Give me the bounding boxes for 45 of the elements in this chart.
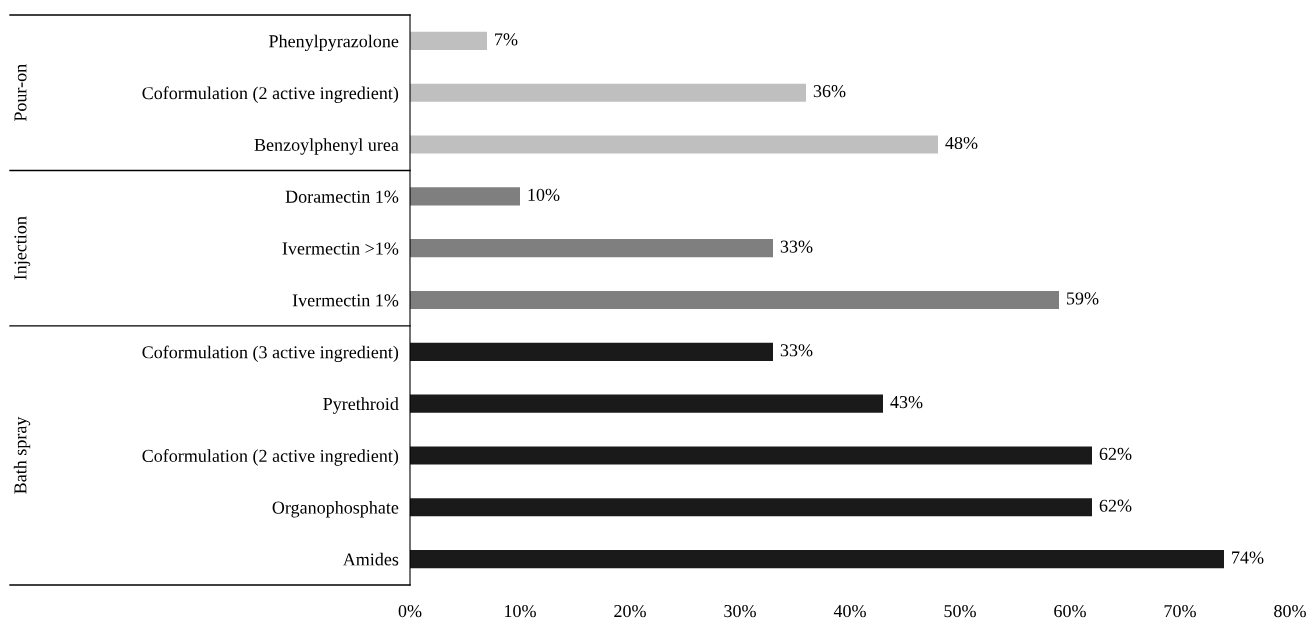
data-label: 33% [780, 344, 813, 357]
x-tick-label: 60% [1054, 604, 1086, 618]
data-label: 43% [890, 395, 923, 409]
bar [410, 550, 1224, 569]
bar [410, 31, 487, 50]
data-label: 59% [1066, 292, 1099, 305]
data-label: 10% [528, 188, 560, 201]
x-tick-label: 10% [505, 604, 536, 618]
data-label: 62% [1099, 499, 1132, 512]
data-label: 48% [945, 136, 978, 150]
x-tick-label: 80% [1274, 604, 1306, 618]
bar [410, 135, 938, 154]
y-tick-label: Ivermectin >1% [282, 242, 399, 255]
x-tick-label: 40% [833, 604, 866, 618]
text: Injection [14, 216, 31, 280]
x-tick-label: 30% [724, 604, 756, 618]
y-tick-label: Benzoylphenyl urea [254, 138, 399, 155]
data-label: 62% [1099, 447, 1132, 461]
bar [410, 498, 1092, 517]
text: Bath spray [13, 416, 31, 494]
y-tick-label: Doramectin 1% [285, 190, 399, 203]
bar [410, 239, 773, 258]
bar [410, 342, 773, 361]
data-label: 36% [813, 85, 846, 98]
data-label: 33% [780, 240, 813, 253]
data-label: 7% [495, 33, 518, 46]
x-tick-label: 0% [398, 604, 422, 618]
bar [410, 187, 520, 206]
y-tick-label: Pyrethroid [323, 397, 399, 414]
y-tick-label: Ivermectin 1% [292, 294, 399, 307]
y-tick-label: Coformulation (2 active ingredient) [142, 449, 399, 466]
y-tick-label: Amides [342, 552, 399, 566]
y-tick-label: Organophosphate [272, 501, 399, 518]
x-tick-label: 20% [614, 604, 646, 618]
bar [410, 446, 1092, 465]
y-tick-label: Coformulation (2 active ingredient) [142, 86, 399, 103]
data-label: 74% [1232, 551, 1264, 564]
bar [410, 394, 883, 413]
text: Pour-on [14, 64, 27, 122]
y-tick-label: Coformulation (3 active ingredient) [142, 345, 399, 363]
bar [410, 83, 806, 102]
y-tick-label: Phenylpyrazolone [269, 34, 399, 52]
x-tick-label: 50% [944, 604, 976, 618]
x-tick-label: 70% [1164, 604, 1196, 618]
bar [410, 290, 1059, 310]
